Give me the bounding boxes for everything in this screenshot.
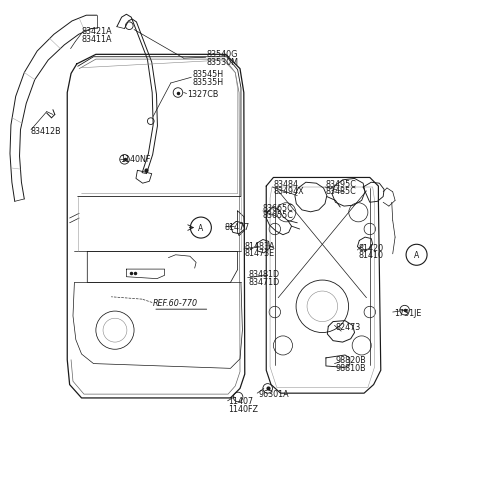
Text: 83421A: 83421A: [82, 27, 112, 36]
Text: 83530M: 83530M: [206, 58, 239, 66]
Text: 1140FZ: 1140FZ: [228, 404, 259, 413]
Text: 11407: 11407: [228, 396, 253, 406]
Text: 83485C: 83485C: [326, 187, 357, 196]
Text: A: A: [198, 224, 204, 233]
Text: 83665C: 83665C: [263, 203, 294, 212]
Text: 1140NF: 1140NF: [120, 155, 150, 164]
Text: 83494X: 83494X: [274, 187, 304, 196]
Text: 1327CB: 1327CB: [188, 90, 219, 99]
Text: 1731JE: 1731JE: [394, 308, 421, 317]
Text: 82473: 82473: [336, 322, 360, 331]
Text: 83545H: 83545H: [192, 70, 223, 79]
Text: 81477: 81477: [225, 222, 250, 231]
Text: 83540G: 83540G: [206, 50, 238, 59]
Text: 81473E: 81473E: [245, 249, 275, 258]
Text: 83484: 83484: [274, 180, 299, 188]
Text: 81483A: 81483A: [245, 241, 275, 250]
Text: A: A: [414, 251, 419, 260]
Text: 96301A: 96301A: [258, 389, 289, 398]
Text: 83411A: 83411A: [82, 35, 112, 44]
Text: 83481D: 83481D: [249, 270, 280, 279]
Text: 81420: 81420: [359, 243, 384, 252]
Text: 83471D: 83471D: [249, 277, 280, 287]
Text: 83535H: 83535H: [192, 77, 223, 86]
Text: 83495C: 83495C: [326, 180, 357, 188]
Text: 83412B: 83412B: [31, 127, 61, 136]
Text: 81410: 81410: [359, 251, 384, 260]
Text: 83655C: 83655C: [263, 211, 294, 220]
Text: 98810B: 98810B: [336, 363, 366, 372]
Text: REF.60-770: REF.60-770: [153, 299, 198, 307]
Text: 98820B: 98820B: [336, 356, 366, 364]
